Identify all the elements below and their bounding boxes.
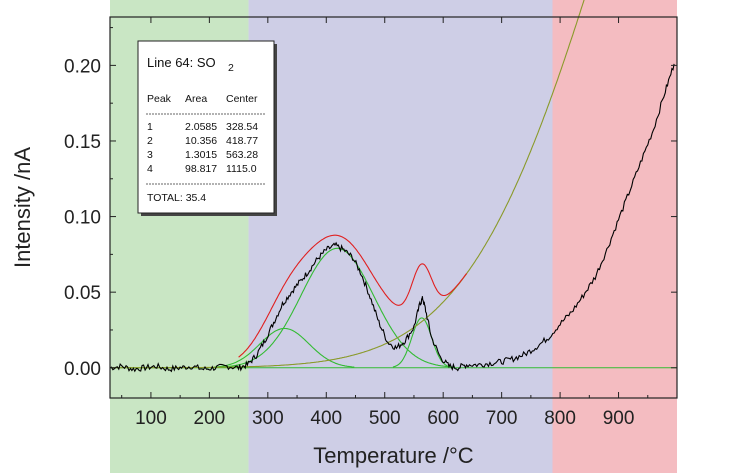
measured-curve — [109, 63, 675, 373]
plot-frame — [109, 16, 678, 399]
legend-title: Line 64: SO — [147, 55, 216, 70]
x-tick-label-200: 200 — [194, 408, 226, 429]
legend-row-4-col-3: 1115.0 — [226, 163, 257, 175]
fit-peak-1 — [213, 327, 355, 368]
y-axis-title: Intensity /nA — [10, 147, 35, 268]
legend-row-4-col-2: 98.817 — [185, 163, 217, 175]
region-3 — [552, 0, 677, 473]
legend-header-peak: Peak — [147, 93, 172, 105]
legend-row-1-col-1: 1 — [147, 121, 153, 133]
x-tick-label-900: 900 — [603, 408, 635, 429]
y-tick-label-4: 0.20 — [64, 56, 101, 77]
x-tick-label-400: 400 — [310, 408, 342, 429]
measured-series — [109, 63, 675, 373]
legend-row-3-col-1: 3 — [147, 149, 153, 161]
legend-row-3-col-2: 1.3015 — [185, 149, 217, 161]
legend-header-area: Area — [185, 93, 207, 105]
legend-title-subscript: 2 — [228, 62, 234, 74]
legend-header-center: Center — [226, 93, 258, 105]
fit-peak-4 — [110, 0, 585, 369]
x-tick-label-600: 600 — [427, 408, 459, 429]
legend-row-2-col-2: 10.356 — [185, 135, 217, 147]
x-tick-label-300: 300 — [252, 408, 284, 429]
y-tick-label-2: 0.10 — [64, 208, 101, 229]
legend: Line 64: SO 2 Peak Area Center 1 2.0585 328.54 2… — [137, 40, 277, 216]
fit-peak-3 — [392, 317, 451, 368]
x-tick-label-700: 700 — [486, 408, 518, 429]
region-2 — [248, 0, 553, 473]
x-axis-title: Temperature /°C — [313, 443, 474, 468]
legend-row-2-col-1: 2 — [147, 135, 153, 147]
legend-row-1-col-3: 328.54 — [226, 121, 258, 133]
y-tick-label-3: 0.15 — [64, 132, 101, 153]
x-tick-label-800: 800 — [544, 408, 576, 429]
legend-row-2-col-3: 418.77 — [226, 135, 258, 147]
fit-sum — [238, 234, 468, 358]
x-tick-label-100: 100 — [135, 408, 167, 429]
legend-row-3-col-3: 563.28 — [226, 149, 258, 161]
legend-row-4-col-1: 4 — [147, 163, 153, 175]
y-tick-label-1: 0.05 — [64, 283, 101, 304]
x-tick-label-500: 500 — [369, 408, 401, 429]
legend-total: TOTAL: 35.4 — [147, 192, 206, 204]
fit-curves — [110, 0, 677, 369]
y-tick-label-0: 0.00 — [64, 359, 101, 380]
legend-row-1-col-2: 2.0585 — [185, 121, 217, 133]
axes: 100 200 300 400 500 600 700 800 900 0.00 0.05 0.10 0… — [64, 17, 677, 429]
fit-peak-2 — [219, 247, 455, 368]
